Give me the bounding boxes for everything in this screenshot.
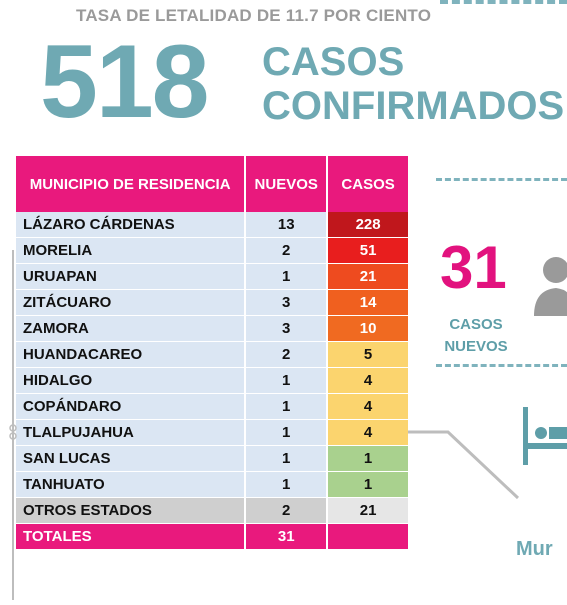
table-row: LÁZARO CÁRDENAS 13 228: [16, 212, 408, 238]
row-municipio: SAN LUCAS: [16, 446, 247, 472]
row-nuevos: 3: [246, 290, 329, 316]
table-row: URUAPAN 1 21: [16, 264, 408, 290]
row-casos: 21: [328, 264, 408, 290]
row-casos: 4: [328, 368, 408, 394]
row-casos: 4: [328, 420, 408, 446]
row-casos: 4: [328, 394, 408, 420]
table-body: LÁZARO CÁRDENAS 13 228 MORELIA 2 51 URUAPAN 1 21…: [16, 212, 408, 550]
row-nuevos: 1: [246, 264, 329, 290]
new-cases-number: 31: [440, 234, 507, 301]
row-municipio: COPÁNDARO: [16, 394, 247, 420]
partial-caption-text: Mur: [516, 538, 553, 560]
row-nuevos: 13: [246, 212, 329, 238]
row-nuevos: 1: [246, 394, 329, 420]
table-row: HUANDACAREO 2 5: [16, 342, 408, 368]
table-row: COPÁNDARO 1 4: [16, 394, 408, 420]
lower-dashed-divider: [436, 364, 567, 367]
mid-dashed-divider: [436, 178, 567, 181]
row-municipio: LÁZARO CÁRDENAS: [16, 212, 247, 238]
table-header-row: MUNICIPIO DE RESIDENCIA NUEVOS CASOS: [16, 156, 408, 212]
row-casos: 14: [328, 290, 408, 316]
totals-casos: [328, 524, 408, 550]
header-casos: CASOS: [328, 156, 408, 212]
row-nuevos: 1: [246, 472, 329, 498]
table-row: MORELIA 2 51: [16, 238, 408, 264]
row-municipio: HUANDACAREO: [16, 342, 247, 368]
row-casos: 5: [328, 342, 408, 368]
row-casos: 10: [328, 316, 408, 342]
top-dashed-divider: [440, 0, 567, 4]
new-cases-label: CASOS NUEVOS: [434, 314, 518, 358]
person-icon: [532, 254, 567, 318]
table-row: ZITÁCUARO 3 14: [16, 290, 408, 316]
row-nuevos: 1: [246, 420, 329, 446]
row-municipio: ZITÁCUARO: [16, 290, 247, 316]
totals-label: TOTALES: [16, 524, 247, 550]
row-casos: 51: [328, 238, 408, 264]
row-nuevos: 2: [246, 498, 329, 524]
row-casos: 228: [328, 212, 408, 238]
row-casos: 1: [328, 472, 408, 498]
connector-line: [408, 430, 528, 500]
header-nuevos: NUEVOS: [246, 156, 329, 212]
cases-table-container: MUNICIPIO DE RESIDENCIA NUEVOS CASOS LÁZ…: [16, 156, 408, 550]
row-nuevos: 3: [246, 316, 329, 342]
table-row: ZAMORA 3 10: [16, 316, 408, 342]
confirmed-label-line1: CASOS: [262, 40, 405, 84]
table-row-otros-estados: OTROS ESTADOS 2 21: [16, 498, 408, 524]
row-municipio: URUAPAN: [16, 264, 247, 290]
row-municipio: TANHUATO: [16, 472, 247, 498]
row-nuevos: 2: [246, 238, 329, 264]
new-cases-label-line2: NUEVOS: [444, 338, 508, 355]
confirmed-cases-label: CASOS CONFIRMADOS: [262, 40, 564, 128]
left-decorative-line: [8, 250, 18, 600]
hospital-bed-icon: [521, 405, 567, 465]
row-municipio: ZAMORA: [16, 316, 247, 342]
row-municipio: HIDALGO: [16, 368, 247, 394]
lethality-rate-text: TASA DE LETALIDAD DE 11.7 POR CIENTO: [76, 6, 432, 25]
row-municipio: TLALPUJAHUA: [16, 420, 247, 446]
table-row: HIDALGO 1 4: [16, 368, 408, 394]
row-nuevos: 1: [246, 446, 329, 472]
table-row-totals: TOTALES 31: [16, 524, 408, 550]
confirmed-cases-number: 518: [40, 24, 210, 140]
row-nuevos: 1: [246, 368, 329, 394]
row-municipio: MORELIA: [16, 238, 247, 264]
table-row: TANHUATO 1 1: [16, 472, 408, 498]
cases-by-municipality-table: MUNICIPIO DE RESIDENCIA NUEVOS CASOS LÁZ…: [16, 156, 408, 550]
new-cases-label-line1: CASOS: [449, 316, 503, 333]
header-municipio: MUNICIPIO DE RESIDENCIA: [16, 156, 247, 212]
row-casos: 21: [328, 498, 408, 524]
row-casos: 1: [328, 446, 408, 472]
confirmed-label-line2: CONFIRMADOS: [262, 84, 565, 128]
row-nuevos: 2: [246, 342, 329, 368]
row-municipio: OTROS ESTADOS: [16, 498, 247, 524]
table-row: TLALPUJAHUA 1 4: [16, 420, 408, 446]
table-row: SAN LUCAS 1 1: [16, 446, 408, 472]
totals-nuevos: 31: [246, 524, 329, 550]
